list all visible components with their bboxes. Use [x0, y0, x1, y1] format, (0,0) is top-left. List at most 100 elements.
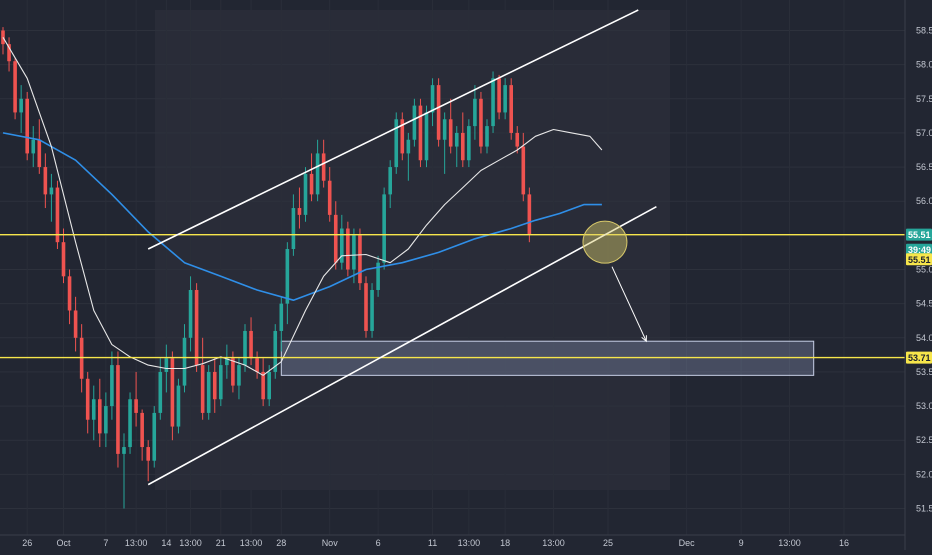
x-tick-label: 28 — [276, 538, 286, 548]
candle-body — [140, 412, 144, 448]
candle-body — [273, 330, 278, 372]
candle-body — [467, 126, 471, 161]
candle-body — [497, 78, 501, 113]
candle-body — [49, 187, 54, 195]
candle-body — [394, 119, 399, 168]
candle-body — [231, 358, 235, 386]
x-tick-label: Oct — [56, 538, 71, 548]
candle-body — [430, 85, 435, 113]
projection-arrow-line — [611, 266, 647, 342]
candle-body — [364, 283, 368, 331]
candle-body — [116, 365, 120, 454]
y-tick-label: 54.00 — [916, 333, 932, 343]
candle-body — [346, 228, 350, 270]
x-tick-label: 13:00 — [778, 538, 801, 548]
candle-body — [7, 44, 11, 62]
candle-body — [91, 399, 96, 420]
candle-body — [382, 194, 386, 263]
x-tick-label: 13:00 — [125, 538, 148, 548]
candle-body — [406, 139, 411, 154]
candle-body — [85, 378, 90, 420]
price-tag-label: 53.71 — [908, 353, 931, 363]
candle-body — [352, 235, 356, 270]
price-tag-box — [906, 253, 932, 266]
x-tick-label: 13:00 — [240, 538, 263, 548]
price-tag-box — [906, 228, 932, 241]
x-tick-label: 9 — [739, 538, 744, 548]
y-tick-label: 54.50 — [916, 299, 932, 309]
x-tick-label: 16 — [839, 538, 849, 548]
price-axis: 58.5058.0057.5057.0056.5056.0055.5055.00… — [904, 0, 932, 550]
candle-body — [122, 447, 126, 454]
time-axis: 26 Oct 7 13:00 14 13:00 21 13:00 28 Nov 6 11 13:00 18… — [0, 534, 905, 548]
candle-body — [297, 208, 302, 215]
y-tick-label: 53.00 — [916, 401, 932, 411]
sma-fast-line — [2, 37, 603, 376]
price-tag-label: 55.51 — [908, 255, 931, 265]
x-tick-label: 11 — [428, 538, 437, 548]
candle-body — [340, 228, 344, 263]
candle-body — [128, 399, 132, 448]
candle-body — [152, 412, 157, 461]
price-tag-label: 39:49 — [908, 245, 931, 255]
candle-body — [479, 98, 483, 147]
candle-body — [509, 85, 513, 133]
candle-body — [473, 98, 477, 127]
candle-body — [515, 132, 520, 147]
candle-body — [61, 242, 66, 277]
candle-body — [327, 180, 332, 215]
candle-body — [146, 447, 150, 461]
candle-body — [170, 358, 175, 427]
candle-body — [200, 365, 205, 413]
candle-body — [110, 365, 114, 407]
candle-body — [31, 139, 36, 154]
candle-body — [279, 303, 284, 331]
candle-body — [454, 132, 459, 147]
candle-body — [13, 61, 17, 113]
y-tick-label: 51.50 — [916, 504, 932, 514]
candle-body — [255, 358, 259, 372]
candle-body — [442, 119, 447, 140]
x-tick-label: 14 — [161, 538, 171, 548]
candle-body — [291, 208, 296, 250]
candle-body — [176, 385, 181, 427]
y-tick-label: 58.50 — [916, 25, 932, 35]
candle-body — [388, 167, 392, 195]
candle-body — [485, 126, 489, 147]
y-tick-label: 53.50 — [916, 367, 932, 377]
y-tick-label: 55.00 — [916, 265, 932, 275]
x-tick-label: 21 — [216, 538, 226, 548]
candle-body — [182, 337, 187, 386]
candle-body — [309, 173, 314, 195]
candle-body — [225, 358, 229, 366]
y-tick-label: 52.50 — [916, 435, 932, 445]
x-tick-label: 13:00 — [542, 538, 565, 548]
candle-body — [358, 235, 362, 284]
candle-body — [237, 365, 241, 386]
channel-upper-line — [147, 9, 639, 250]
candle-body — [243, 330, 247, 366]
price-tag-box — [906, 351, 932, 364]
candle-body — [73, 310, 78, 338]
candle-body — [436, 85, 441, 140]
y-tick-label: 57.50 — [916, 94, 932, 104]
projection-arrow-head — [641, 335, 647, 343]
candle-body — [37, 139, 42, 168]
breakdown-highlight-circle — [582, 220, 628, 264]
candle-body — [164, 358, 169, 372]
candle-body — [370, 289, 374, 331]
moving-averages-layer — [2, 37, 603, 376]
candle-body — [98, 399, 102, 434]
x-tick-label: Nov — [322, 538, 339, 548]
candle-body — [491, 78, 495, 127]
candle-body — [527, 194, 532, 235]
x-tick-label: 18 — [500, 538, 510, 548]
annotations-layer — [0, 9, 905, 486]
candle-body — [285, 249, 290, 304]
candle-body — [206, 371, 211, 413]
candle-body — [376, 262, 380, 290]
price-tag-box — [906, 243, 932, 256]
